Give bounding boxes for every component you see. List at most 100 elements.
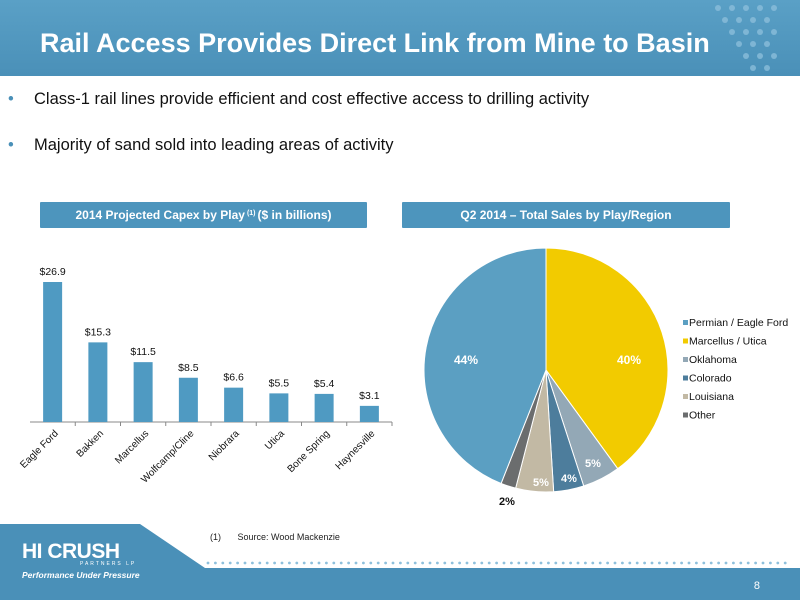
pie-slice — [545, 247, 669, 470]
bar — [314, 393, 334, 422]
footnote-number: (1) — [210, 532, 221, 542]
footnote-ref: (1) — [246, 209, 256, 217]
bullet-item: • Majority of sand sold into leading are… — [8, 136, 788, 160]
bullet-list: • Class-1 rail lines provide efficient a… — [8, 90, 788, 160]
legend-swatch — [683, 338, 688, 344]
footer-dot — [295, 561, 299, 565]
footer-dot — [776, 561, 780, 565]
footnote: (1) Source: Wood Mackenzie — [210, 532, 340, 542]
legend-label: Oklahoma — [689, 354, 737, 366]
footer-dot — [672, 561, 676, 565]
pie-value-label: 5% — [585, 458, 601, 470]
legend-swatch — [683, 320, 688, 325]
category-label: Bone Spring — [286, 428, 333, 475]
footer-dot — [480, 561, 484, 565]
legend-swatch — [683, 412, 688, 418]
pie-value-label: 5% — [533, 477, 549, 489]
footer-dot — [325, 561, 328, 565]
footer-dot — [658, 561, 661, 565]
footer-dot — [547, 561, 550, 565]
footer-dot — [613, 561, 617, 565]
bar — [178, 377, 198, 422]
category-label: Haynesville — [334, 428, 378, 472]
category-label: Utica — [263, 428, 287, 452]
footer-dot — [517, 561, 521, 565]
footer-dot — [769, 561, 772, 565]
footer-dot — [621, 561, 624, 565]
footer-dot — [236, 561, 240, 565]
footer-dot — [724, 561, 728, 565]
footer-dot — [251, 561, 254, 565]
footer-dot — [265, 561, 269, 565]
footer-dot — [384, 561, 387, 565]
bar-value-label: $6.6 — [223, 372, 244, 384]
footer-dot — [473, 561, 476, 565]
footer-dot — [221, 561, 225, 565]
bar — [359, 405, 379, 422]
footer-dot — [739, 561, 743, 565]
footer-dot — [487, 561, 491, 565]
footer-dot — [317, 561, 321, 565]
footer-dot — [339, 561, 343, 565]
footer-dot — [436, 561, 439, 565]
footer-dot — [561, 561, 565, 565]
footer-dot — [591, 561, 595, 565]
footer-dot — [280, 561, 284, 565]
pie-value-label: 2% — [499, 496, 515, 508]
pie-value-label: 44% — [454, 353, 478, 367]
footer-dot — [539, 561, 543, 565]
legend-swatch — [683, 357, 688, 362]
capex-bar-chart: $26.9 Eagle Ford $15.3 Bakken $11.5 Marcellus… — [18, 266, 393, 486]
footer-dot — [746, 561, 750, 565]
footer-dot — [702, 561, 706, 565]
bar-value-label: $5.5 — [269, 377, 290, 389]
logo-tagline: Performance Under Pressure — [22, 570, 140, 580]
bar-value-label: $8.5 — [178, 362, 199, 374]
footer-dot — [391, 561, 395, 565]
legend-label: Other — [689, 410, 716, 422]
footer-dot — [628, 561, 632, 565]
footer-dot — [310, 561, 313, 565]
footer-dot — [576, 561, 580, 565]
footer-dot — [258, 561, 262, 565]
footer-dot — [243, 561, 247, 565]
bar — [224, 387, 244, 422]
footer-dot — [332, 561, 336, 565]
footer-dot — [347, 561, 350, 565]
pie-value-label: 4% — [561, 473, 577, 485]
footer-dot — [450, 561, 454, 565]
pie-chart-header: Q2 2014 – Total Sales by Play/Region — [402, 202, 730, 228]
footer-dot — [273, 561, 276, 565]
footer-dot — [554, 561, 558, 565]
footer-dot — [288, 561, 291, 565]
footer-dot — [569, 561, 572, 565]
footer-dot — [465, 561, 469, 565]
footer-dot — [510, 561, 513, 565]
footer-dot — [717, 561, 720, 565]
footer-dot — [695, 561, 698, 565]
bar-value-label: $5.4 — [314, 378, 335, 390]
footer-dot — [606, 561, 609, 565]
footer-dot — [635, 561, 639, 565]
company-logo: HI CRUSH PARTNERS LP Performance Under P… — [22, 540, 152, 590]
legend-label: Permian / Eagle Ford — [689, 317, 788, 329]
footer-dot — [650, 561, 654, 565]
bullet-marker: • — [8, 136, 14, 154]
bar-chart-title: 2014 Projected Capex by Play — [75, 208, 245, 222]
category-label: Marcellus — [113, 428, 151, 466]
footer-dot — [502, 561, 506, 565]
sales-pie-chart: 44% 40% 5% 4% 5% 2% Permian / Eagle Ford Marcel… — [423, 247, 788, 508]
legend-swatch — [683, 375, 688, 381]
dots-decoration — [715, 5, 777, 71]
footer-dot — [680, 561, 683, 565]
bullet-text: Majority of sand sold into leading areas… — [34, 136, 394, 154]
slide-title: Rail Access Provides Direct Link from Mi… — [40, 28, 710, 58]
logo-subtitle: PARTNERS LP — [80, 561, 137, 567]
footer-dot — [761, 561, 765, 565]
bar-chart-title-unit: ($ in billions) — [257, 208, 332, 222]
footer-dot — [228, 561, 232, 565]
bar-value-label: $15.3 — [85, 326, 111, 338]
footer-dot — [206, 561, 210, 565]
category-label: Eagle Ford — [18, 428, 60, 470]
legend-swatch — [683, 394, 688, 399]
